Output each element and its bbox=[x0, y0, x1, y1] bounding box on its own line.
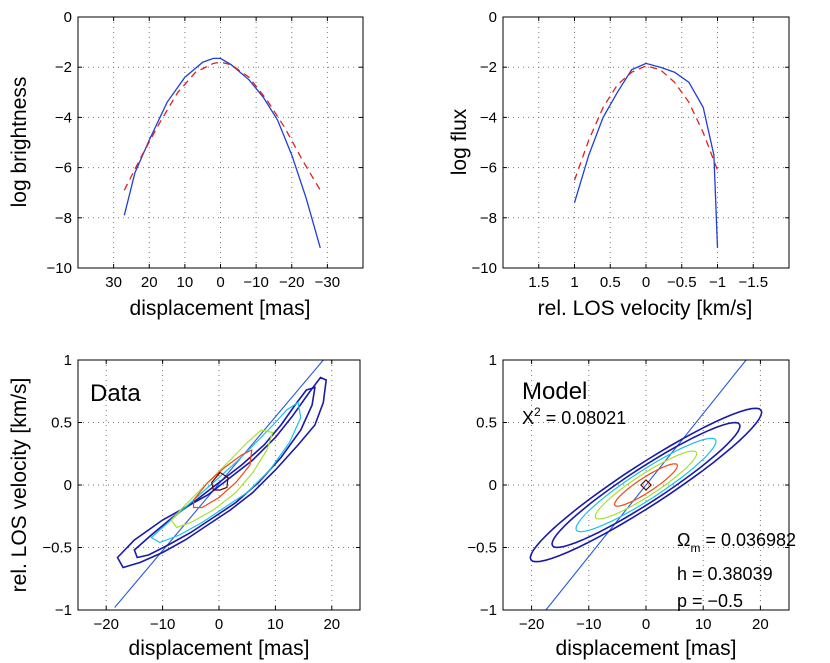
fit-line bbox=[545, 359, 747, 611]
x-tick-label: 10 bbox=[177, 274, 194, 291]
p-annotation: p = −0.5 bbox=[677, 591, 743, 611]
panel-data-contours bbox=[114, 359, 328, 608]
y-tick-label: 0 bbox=[64, 477, 72, 494]
panel-data-ticks: −20 −10 0 10 20 1 0.5 0 −0.5 −1 bbox=[42, 352, 360, 633]
x-tick-label: −30 bbox=[315, 274, 340, 291]
panel-model: −20 −10 0 10 20 1 0.5 0 −0.5 −1 Model X2 = 0.0802… bbox=[467, 352, 796, 660]
x-tick-label: −10 bbox=[243, 274, 268, 291]
panel-flux: 1.5 1 0.5 0 −0.5 −1 −1.5 0 −2 −4 −6 −8 −10 rel. LOS … bbox=[448, 9, 790, 320]
y-tick-label: −8 bbox=[55, 210, 72, 227]
contour-level-4 bbox=[594, 450, 698, 520]
y-tick-label: −10 bbox=[472, 260, 497, 277]
x-tick-label: 0 bbox=[216, 274, 224, 291]
contour-level-4 bbox=[170, 429, 274, 529]
y-tick-label: −2 bbox=[480, 59, 497, 76]
x-tick-label: 0 bbox=[642, 616, 650, 633]
x-tick-label: −1.5 bbox=[738, 274, 768, 291]
x-tick-label: 20 bbox=[323, 616, 340, 633]
omega-value: = 0.036982 bbox=[700, 530, 796, 550]
y-tick-label: −10 bbox=[47, 260, 72, 277]
panel-brightness-xlabel: displacement [mas] bbox=[130, 297, 311, 320]
y-tick-label: −4 bbox=[55, 109, 72, 126]
x-tick-label: −10 bbox=[576, 616, 601, 633]
series-model-line bbox=[123, 61, 321, 191]
x-tick-label: 30 bbox=[105, 274, 122, 291]
omega-annotation: Ωm = 0.036982 bbox=[677, 530, 796, 555]
chi-sup: 2 bbox=[534, 405, 541, 419]
panel-brightness: 30 20 10 0 −10 −20 −30 0 −2 −4 −6 −8 −10 displacemen… bbox=[8, 9, 364, 320]
panel-brightness-ticks: 30 20 10 0 −10 −20 −30 0 −2 −4 −6 −8 −10 bbox=[47, 9, 363, 291]
series-model-line bbox=[573, 65, 719, 181]
y-tick-label: −6 bbox=[480, 160, 497, 177]
panel-model-contours bbox=[529, 359, 763, 611]
contour-level-5 bbox=[193, 448, 253, 509]
y-tick-label: 0 bbox=[489, 477, 497, 494]
y-tick-label: −1 bbox=[55, 602, 72, 619]
omega-label: Ω bbox=[677, 530, 690, 550]
panel-model-ticks: −20 −10 0 10 20 1 0.5 0 −0.5 −1 bbox=[467, 352, 789, 633]
contour-level-1 bbox=[116, 376, 328, 569]
y-tick-label: 1 bbox=[489, 352, 497, 369]
x-tick-label: 20 bbox=[141, 274, 158, 291]
panel-brightness-series bbox=[123, 57, 321, 249]
contour-level-6 bbox=[640, 479, 652, 491]
y-tick-label: −6 bbox=[55, 160, 72, 177]
x-tick-label: 10 bbox=[695, 616, 712, 633]
fit-line bbox=[114, 359, 324, 608]
panel-model-xlabel: displacement [mas] bbox=[556, 637, 737, 660]
y-tick-label: 0.5 bbox=[51, 415, 72, 432]
x-tick-label: −20 bbox=[519, 616, 544, 633]
y-tick-label: −2 bbox=[55, 59, 72, 76]
panel-flux-xlabel: rel. LOS velocity [km/s] bbox=[538, 297, 753, 320]
y-tick-label: −0.5 bbox=[467, 540, 497, 557]
contour-level-5 bbox=[613, 463, 679, 507]
contour-level-6 bbox=[211, 471, 229, 491]
panel-flux-series bbox=[573, 62, 719, 248]
y-tick-label: 0 bbox=[64, 9, 72, 26]
series-data-line bbox=[573, 62, 719, 248]
x-tick-label: 20 bbox=[752, 616, 769, 633]
panel-brightness-grid bbox=[78, 16, 363, 269]
y-tick-label: 0.5 bbox=[476, 415, 497, 432]
chi-value: = 0.08021 bbox=[541, 408, 627, 428]
x-tick-label: −10 bbox=[150, 616, 175, 633]
x-tick-label: −20 bbox=[279, 274, 304, 291]
panel-flux-ylabel: log flux bbox=[448, 108, 471, 175]
y-tick-label: 1 bbox=[64, 352, 72, 369]
x-tick-label: 0 bbox=[642, 274, 650, 291]
series-data-line bbox=[123, 57, 321, 249]
x-tick-label: 0 bbox=[215, 616, 223, 633]
x-tick-label: 0.5 bbox=[600, 274, 621, 291]
y-tick-label: −1 bbox=[480, 602, 497, 619]
panel-brightness-ylabel: log brightness bbox=[8, 77, 31, 208]
x-tick-label: −0.5 bbox=[667, 274, 697, 291]
x-tick-label: −20 bbox=[93, 616, 118, 633]
panel-model-title: Model bbox=[522, 378, 587, 405]
panel-data-xlabel: displacement [mas] bbox=[129, 637, 310, 660]
contour-level-1 bbox=[529, 407, 763, 563]
y-tick-label: 0 bbox=[489, 9, 497, 26]
panel-data-ylabel: rel. LOS velocity [km/s] bbox=[8, 378, 31, 593]
y-tick-label: −4 bbox=[480, 109, 497, 126]
x-tick-label: 1 bbox=[570, 274, 578, 291]
panel-flux-ticks: 1.5 1 0.5 0 −0.5 −1 −1.5 0 −2 −4 −6 −8 −10 bbox=[472, 9, 789, 291]
y-tick-label: −0.5 bbox=[42, 540, 72, 557]
contour-level-2 bbox=[551, 421, 741, 549]
chi-label: X bbox=[522, 408, 534, 428]
x-tick-label: 10 bbox=[267, 616, 284, 633]
panel-data: −20 −10 0 10 20 1 0.5 0 −0.5 −1 Data displacement… bbox=[8, 352, 361, 660]
panel-data-title: Data bbox=[90, 380, 141, 407]
panel-flux-grid bbox=[503, 16, 789, 269]
omega-sub: m bbox=[690, 541, 700, 555]
h-annotation: h = 0.38039 bbox=[677, 564, 773, 584]
chi-squared-annotation: X2 = 0.08021 bbox=[522, 405, 626, 428]
contour-level-2 bbox=[133, 386, 316, 559]
contour-level-3 bbox=[150, 401, 302, 544]
contour-level-3 bbox=[575, 437, 717, 533]
y-tick-label: −8 bbox=[480, 210, 497, 227]
x-tick-label: −1 bbox=[709, 274, 726, 291]
x-tick-label: 1.5 bbox=[528, 274, 549, 291]
